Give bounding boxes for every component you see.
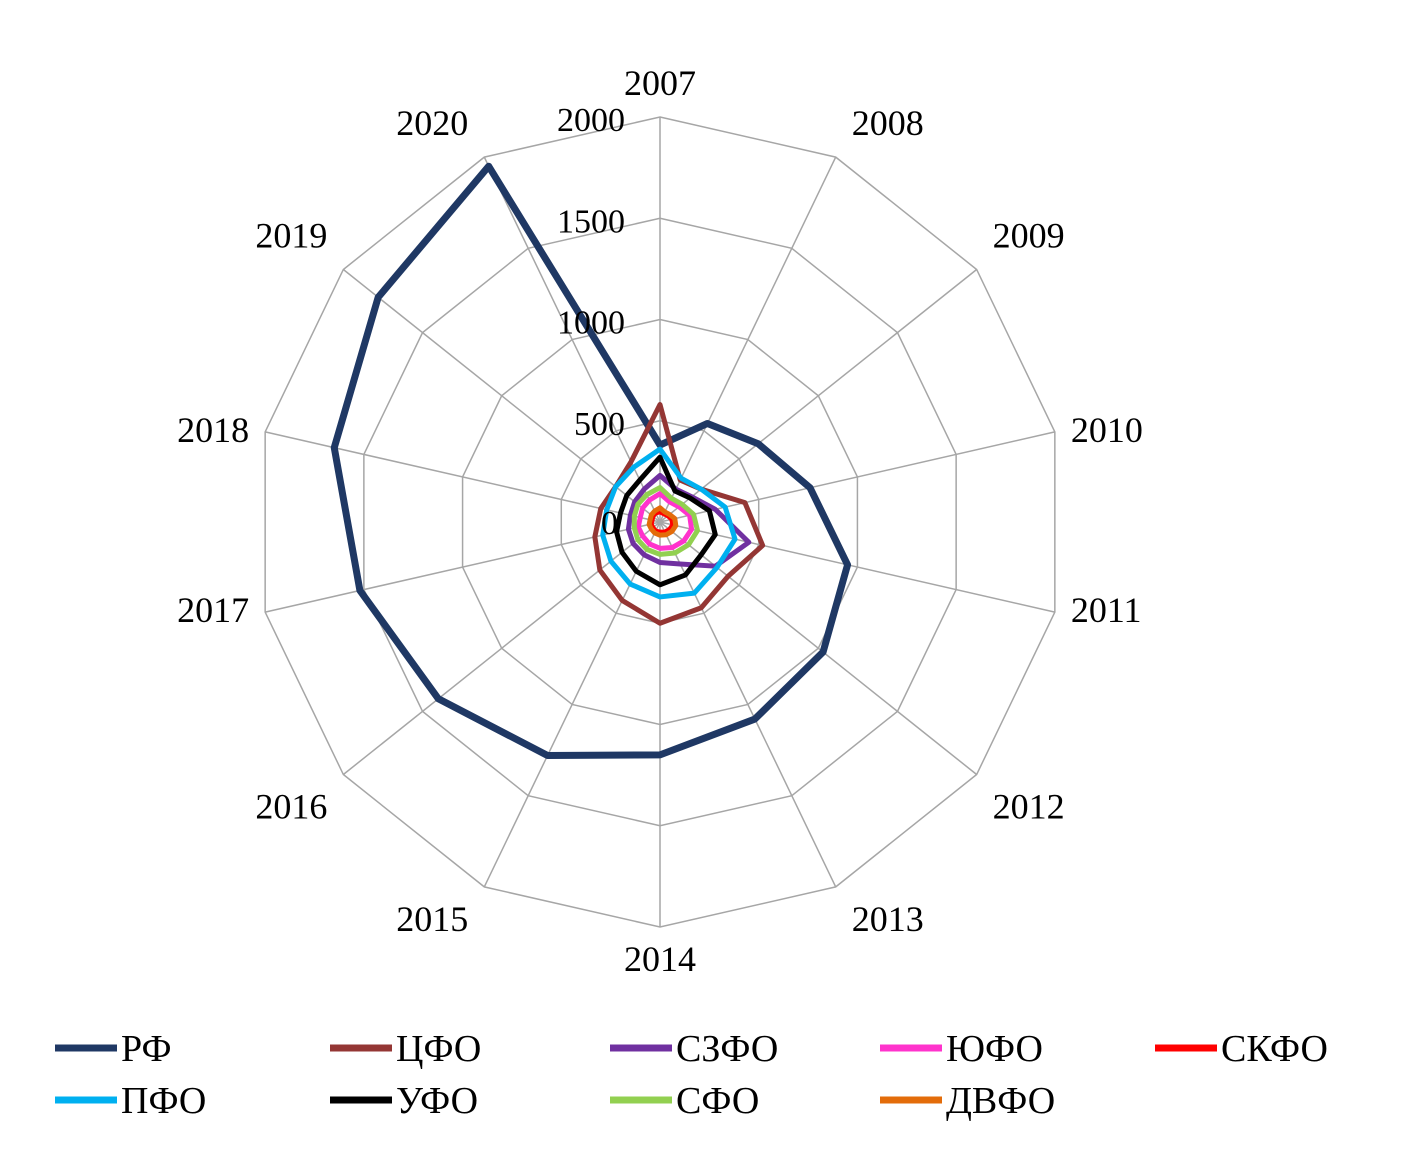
radial-tick-label: 500 (574, 406, 625, 443)
legend-label: ЦФО (396, 1028, 481, 1070)
category-label: 2014 (624, 939, 696, 979)
legend-item: СКФО (1155, 1028, 1328, 1070)
series-line-4 (635, 491, 695, 551)
legend-item: ДВФО (880, 1080, 1055, 1122)
radial-tick-label: 2000 (557, 102, 625, 139)
legend-label: ЮФО (946, 1028, 1043, 1070)
category-label: 2018 (177, 410, 249, 450)
radial-tick-label: 1500 (557, 203, 625, 240)
legend-item: ЦФО (330, 1028, 481, 1070)
radial-tick-label: 1000 (557, 305, 625, 342)
legend-item: СФО (610, 1080, 759, 1122)
category-label: 2011 (1071, 590, 1142, 630)
series-line-9 (646, 505, 679, 538)
legend-item: УФО (330, 1080, 478, 1122)
legend-label: ПФО (121, 1080, 206, 1122)
grid-spoke (342, 268, 661, 523)
grid-spoke (659, 156, 837, 523)
grid-spoke (659, 521, 1056, 613)
grid-spoke (342, 521, 661, 776)
legend-item: РФ (55, 1028, 172, 1070)
legend-item: СЗФО (610, 1028, 778, 1070)
legend-label: РФ (121, 1028, 172, 1070)
category-label: 2009 (993, 215, 1065, 255)
category-label: 2019 (255, 215, 327, 255)
legend-item: ЮФО (880, 1028, 1043, 1070)
series-line-1 (330, 162, 852, 760)
legend-label: ДВФО (946, 1080, 1055, 1122)
category-label: 2007 (624, 63, 696, 103)
grid-spoke (659, 268, 978, 523)
category-label: 2016 (255, 787, 327, 827)
legend-label: УФО (396, 1080, 478, 1122)
series-line-8 (631, 485, 701, 557)
category-label: 2010 (1071, 410, 1143, 450)
category-label: 2012 (993, 787, 1065, 827)
legend-item: ПФО (55, 1080, 206, 1122)
series-line-7 (614, 454, 718, 588)
category-label: 2017 (177, 590, 249, 630)
radial-tick-label: 0 (601, 505, 618, 542)
series-line-6 (600, 446, 738, 600)
category-label: 2015 (396, 899, 468, 939)
category-label: 2020 (396, 103, 468, 143)
grid-spoke (659, 521, 837, 888)
legend-label: СЗФО (676, 1028, 778, 1070)
legend-label: СКФО (1221, 1028, 1328, 1070)
grid-spoke (483, 521, 661, 888)
category-label: 2008 (852, 103, 924, 143)
series-line-3 (625, 472, 752, 569)
legend-label: СФО (676, 1080, 759, 1122)
category-label: 2013 (852, 899, 924, 939)
